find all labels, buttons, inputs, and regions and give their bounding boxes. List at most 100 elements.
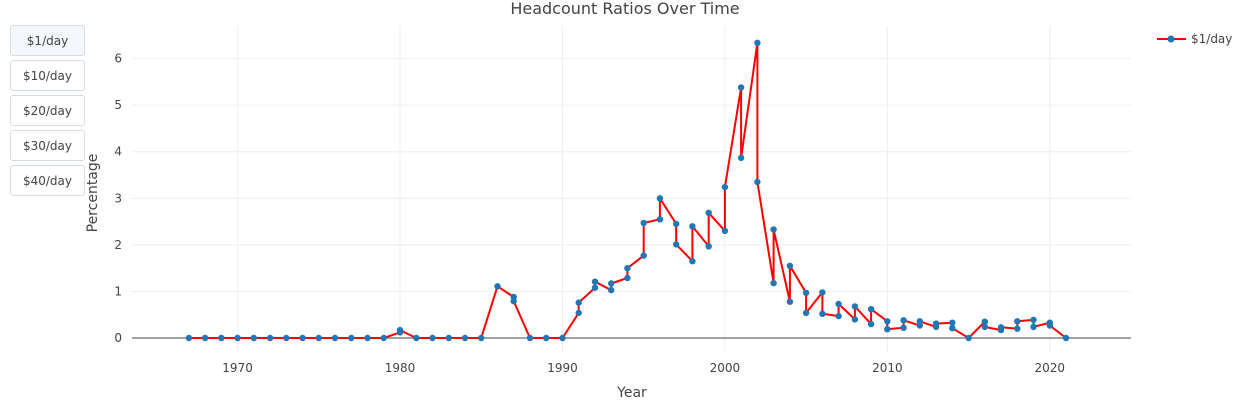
data-point [949, 325, 956, 332]
y-tick-label: 2 [114, 238, 122, 252]
chart-title: Headcount Ratios Over Time [510, 0, 739, 18]
data-point [429, 334, 436, 342]
data-point [445, 334, 452, 342]
data-point [802, 309, 810, 317]
data-point [867, 306, 875, 313]
data-point [835, 300, 842, 308]
data-point [640, 252, 647, 259]
data-point [266, 334, 274, 342]
data-point [348, 334, 355, 342]
data-point [234, 334, 241, 342]
data-point [575, 299, 582, 306]
data-point [591, 278, 599, 285]
x-axis-title: Year [616, 385, 647, 400]
data-point [640, 219, 647, 227]
data-point [624, 274, 631, 282]
y-tick-label: 4 [114, 145, 122, 159]
data-point [1030, 316, 1037, 324]
y-tick-label: 1 [114, 284, 122, 298]
data-point [250, 334, 257, 342]
data-point [543, 334, 550, 342]
data-point [705, 243, 712, 250]
data-point [916, 318, 923, 325]
data-point [737, 84, 745, 91]
data-point [754, 178, 761, 186]
data-point [526, 334, 534, 342]
data-point [461, 334, 469, 342]
data-point [364, 334, 371, 342]
data-point [331, 334, 339, 342]
data-point [673, 220, 680, 228]
grid-lines [132, 26, 1131, 352]
y-tick-label: 0 [114, 331, 122, 345]
data-point [754, 39, 761, 46]
button-40-dollar[interactable]: $40/day [10, 165, 85, 196]
data-point [608, 280, 615, 287]
x-tick-label: 1980 [385, 361, 416, 375]
data-point [201, 334, 209, 342]
data-point [1046, 322, 1054, 329]
x-tick-label: 2020 [1035, 361, 1066, 375]
data-point [689, 223, 696, 230]
series-layer [185, 39, 1070, 342]
data-point [997, 324, 1005, 331]
data-point [380, 334, 387, 342]
data-point [949, 319, 956, 326]
data-point [884, 318, 891, 325]
data-point [478, 334, 485, 342]
data-point [689, 258, 696, 265]
x-tick-label: 1990 [547, 361, 578, 375]
data-point [218, 334, 225, 342]
data-point [900, 317, 907, 324]
series-line [188, 41, 1067, 339]
data-point [867, 320, 875, 328]
y-tick-label: 6 [114, 52, 122, 66]
data-point [802, 289, 810, 297]
data-point [932, 320, 940, 327]
x-tick-label: 2000 [710, 361, 741, 375]
data-point [835, 312, 842, 320]
data-point [819, 310, 826, 317]
data-point [786, 262, 794, 269]
data-point [705, 209, 712, 216]
data-point [510, 298, 517, 305]
button-30-dollar[interactable]: $30/day [10, 130, 85, 161]
x-tick-label: 2010 [872, 361, 903, 375]
y-axis-title: Percentage [85, 154, 101, 233]
data-point [981, 323, 988, 331]
data-point [851, 316, 859, 323]
data-point [851, 303, 859, 310]
data-point [591, 284, 599, 291]
data-point [965, 334, 972, 342]
data-point [819, 289, 826, 296]
y-tick-label: 3 [114, 191, 122, 205]
data-point [396, 326, 404, 334]
data-point [900, 324, 907, 331]
data-point [413, 334, 420, 342]
data-point [283, 334, 290, 342]
legend[interactable]: $1/day [1157, 32, 1232, 46]
data-point [1014, 325, 1021, 332]
data-point [770, 226, 777, 233]
data-point [1030, 323, 1037, 331]
data-point [884, 326, 891, 333]
data-point [185, 334, 193, 342]
y-tick-label: 5 [114, 98, 122, 112]
data-point [721, 227, 729, 235]
data-point [1062, 334, 1070, 342]
data-point [608, 286, 615, 294]
data-point [575, 309, 582, 317]
data-point [770, 279, 777, 287]
data-point [656, 216, 664, 223]
data-point [559, 334, 566, 342]
data-point [1014, 318, 1021, 325]
data-point [494, 283, 501, 290]
data-point [315, 334, 322, 342]
button-10-dollar[interactable]: $10/day [10, 60, 85, 91]
data-point [624, 265, 631, 272]
button-20-dollar[interactable]: $20/day [10, 95, 85, 126]
button-1-dollar[interactable]: $1/day [10, 25, 85, 56]
data-point [656, 195, 664, 202]
data-point [786, 298, 794, 305]
